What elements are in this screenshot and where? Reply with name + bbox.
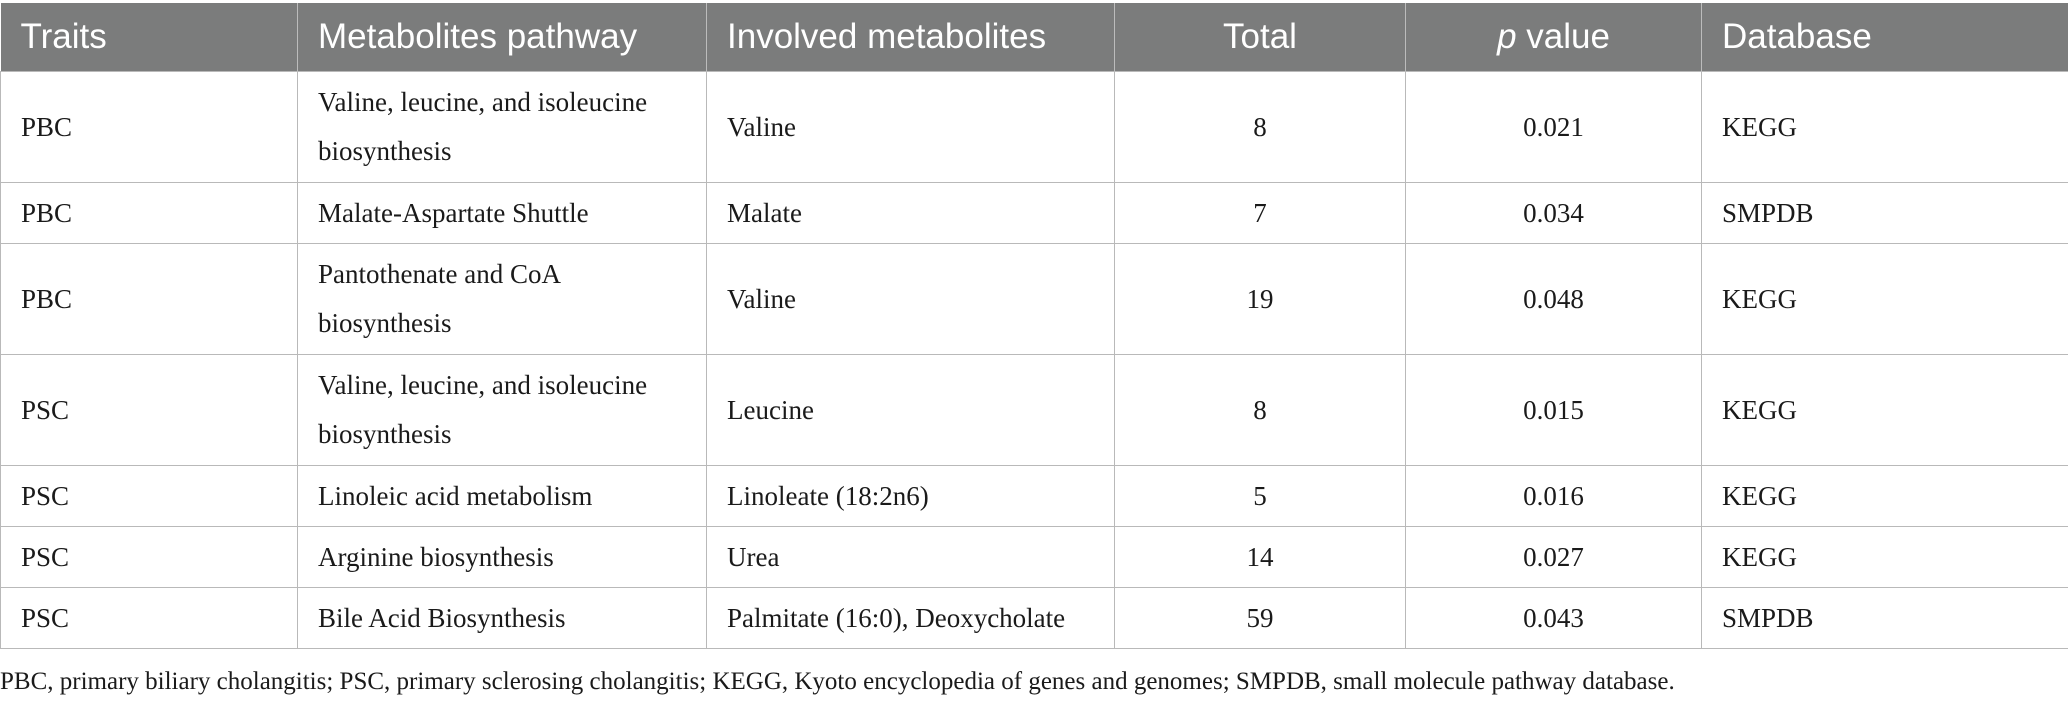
cell-traits: PSC <box>0 526 298 588</box>
table-footnote: PBC, primary biliary cholangitis; PSC, p… <box>0 668 1675 695</box>
cell-p-value: 0.027 <box>1405 526 1702 588</box>
cell-database: KEGG <box>1701 526 2068 588</box>
cell-traits: PSC <box>0 354 298 466</box>
header-traits: Traits <box>0 3 298 72</box>
cell-database: KEGG <box>1701 243 2068 355</box>
table-row: PSC Linoleic acid metabolism Linoleate (… <box>0 465 2068 527</box>
header-p-italic: p <box>1497 17 1517 56</box>
cell-traits: PBC <box>0 243 298 355</box>
pathway-line-1: Valine, leucine, and isoleucine <box>318 87 648 117</box>
pathway-line-2: biosynthesis <box>318 419 452 449</box>
cell-metabolites: Valine <box>706 243 1115 355</box>
cell-pathway: Malate-Aspartate Shuttle <box>297 182 707 244</box>
cell-traits: PSC <box>0 587 298 649</box>
cell-metabolites: Palmitate (16:0), Deoxycholate <box>706 587 1115 649</box>
cell-database: SMPDB <box>1701 182 2068 244</box>
cell-pathway: Pantothenate and CoA biosynthesis <box>297 243 707 355</box>
cell-traits: PBC <box>0 71 298 183</box>
header-p-rest: value <box>1516 17 1610 56</box>
cell-metabolites: Linoleate (18:2n6) <box>706 465 1115 527</box>
cell-p-value: 0.043 <box>1405 587 1702 649</box>
cell-pathway: Valine, leucine, and isoleucine biosynthe… <box>297 71 707 183</box>
cell-traits: PBC <box>0 182 298 244</box>
cell-total: 7 <box>1114 182 1406 244</box>
pathway-line-1: Valine, leucine, and isoleucine <box>318 370 648 400</box>
cell-pathway: Valine, leucine, and isoleucine biosynthe… <box>297 354 707 466</box>
cell-database: KEGG <box>1701 71 2068 183</box>
cell-pathway: Arginine biosynthesis <box>297 526 707 588</box>
cell-database: KEGG <box>1701 354 2068 466</box>
pathway-line-2: biosynthesis <box>318 136 452 166</box>
cell-pathway: Bile Acid Biosynthesis <box>297 587 707 649</box>
cell-metabolites: Leucine <box>706 354 1115 466</box>
cell-total: 5 <box>1114 465 1406 527</box>
metabolites-pathway-table: Traits Metabolites pathway Involved meta… <box>0 3 2068 649</box>
metabolites-pathway-table-container: Traits Metabolites pathway Involved meta… <box>0 3 2068 649</box>
cell-pathway: Linoleic acid metabolism <box>297 465 707 527</box>
table-row: PSC Bile Acid Biosynthesis Palmitate (16… <box>0 587 2068 649</box>
cell-metabolites: Urea <box>706 526 1115 588</box>
table-row: PBC Pantothenate and CoA biosynthesis Val… <box>0 243 2068 355</box>
cell-metabolites: Valine <box>706 71 1115 183</box>
table-row: PBC Malate-Aspartate Shuttle Malate 7 0.… <box>0 182 2068 244</box>
cell-p-value: 0.021 <box>1405 71 1702 183</box>
header-database: Database <box>1701 3 2068 72</box>
table-body: PBC Valine, leucine, and isoleucine biosy… <box>0 71 2068 649</box>
pathway-line-2: biosynthesis <box>318 308 452 338</box>
header-metabolites: Involved metabolites <box>706 3 1115 72</box>
cell-p-value: 0.034 <box>1405 182 1702 244</box>
table-header: Traits Metabolites pathway Involved meta… <box>0 3 2068 72</box>
header-row: Traits Metabolites pathway Involved meta… <box>0 3 2068 72</box>
header-p-value: p value <box>1405 3 1702 72</box>
header-total: Total <box>1114 3 1406 72</box>
cell-total: 19 <box>1114 243 1406 355</box>
table-row: PSC Valine, leucine, and isoleucine biosy… <box>0 354 2068 466</box>
cell-p-value: 0.016 <box>1405 465 1702 527</box>
cell-database: SMPDB <box>1701 587 2068 649</box>
cell-total: 59 <box>1114 587 1406 649</box>
pathway-line-1: Pantothenate and CoA <box>318 259 561 289</box>
table-row: PSC Arginine biosynthesis Urea 14 0.027 … <box>0 526 2068 588</box>
cell-metabolites: Malate <box>706 182 1115 244</box>
cell-total: 8 <box>1114 354 1406 466</box>
cell-database: KEGG <box>1701 465 2068 527</box>
cell-p-value: 0.048 <box>1405 243 1702 355</box>
cell-total: 8 <box>1114 71 1406 183</box>
header-pathway: Metabolites pathway <box>297 3 707 72</box>
cell-traits: PSC <box>0 465 298 527</box>
cell-total: 14 <box>1114 526 1406 588</box>
cell-p-value: 0.015 <box>1405 354 1702 466</box>
table-row: PBC Valine, leucine, and isoleucine biosy… <box>0 71 2068 183</box>
